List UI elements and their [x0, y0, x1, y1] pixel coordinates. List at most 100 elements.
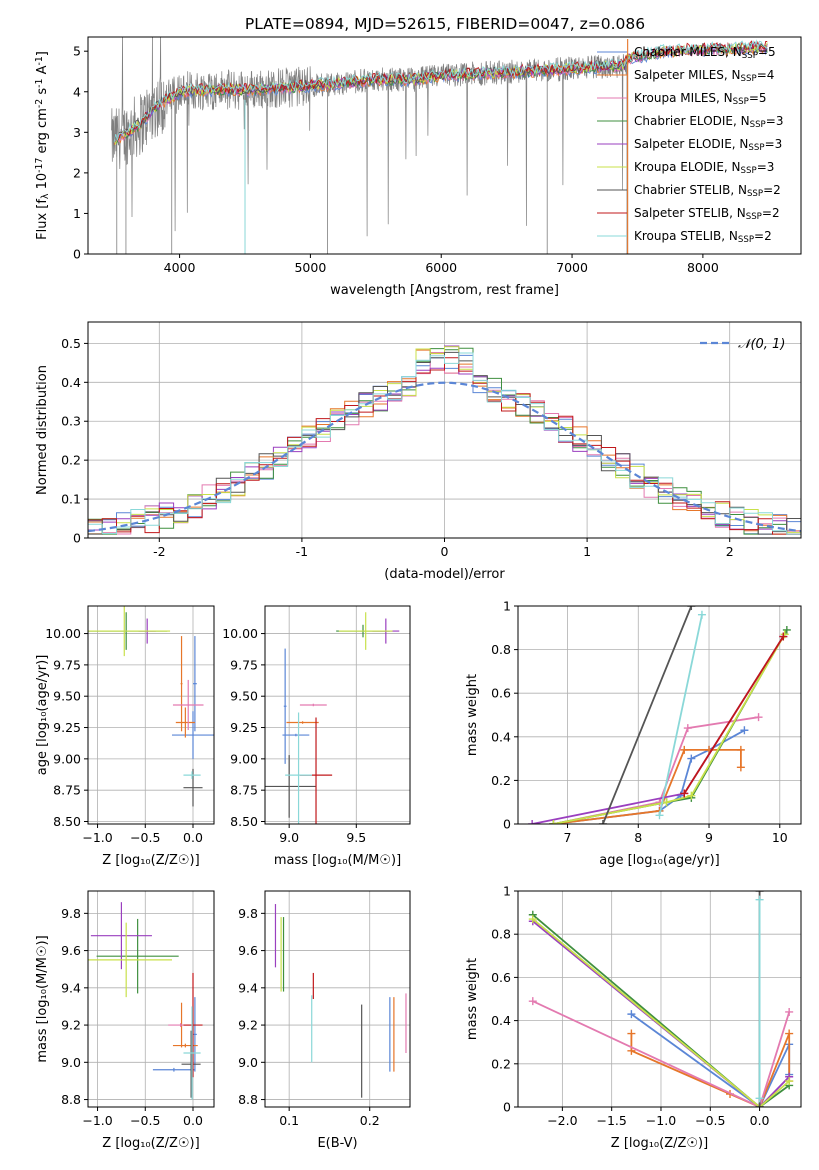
age-vs-Z-panel: −1.0 −0.5 0.0 8.50 8.75 9.00 9.25 9.50 9.75 10.00… [35, 605, 215, 868]
axes-frame [264, 605, 411, 825]
y-tick-label: 1 [73, 206, 81, 221]
axes-frame [264, 890, 411, 1108]
weight-marker [662, 798, 671, 807]
weight-marker [549, 820, 558, 824]
y-tick-label: 10.00 [222, 626, 258, 641]
weight-marker [779, 632, 788, 641]
weight-marker [754, 713, 763, 722]
y-tick-label: 0.4 [61, 375, 81, 390]
x-axis-label: Z [log₁₀(Z/Z☉)] [611, 1136, 708, 1151]
massweight-vs-Z-panel: −2.0 −1.5 −1.0 −0.5 0.0 0 0.2 0.4 0.6 0.8 1 Z [log₁… [465, 884, 802, 1151]
weight-marker [627, 1029, 636, 1038]
y-tick-label: 9.2 [61, 1018, 81, 1033]
errorbar-point [193, 636, 197, 732]
plot-area [88, 345, 801, 535]
spectrum-legend: Chabrier MILES, NSSP=5 Salpeter MILES, NS… [597, 45, 783, 245]
y-tick-label: 9.75 [230, 657, 258, 672]
y-tick-label: 4 [73, 84, 81, 99]
errorbar-point [88, 922, 172, 998]
weight-line-kroupa_elodie [553, 633, 786, 824]
x-tick-label: -2 [153, 544, 165, 559]
x-tick-label: 0.0 [183, 830, 203, 845]
errorbar-point [90, 902, 152, 970]
errorbar-point [181, 1030, 201, 1098]
y-tick-label: 8.75 [230, 783, 258, 798]
errorbar-point [88, 606, 171, 657]
plot-area [274, 904, 407, 1098]
x-tick-label: −2.0 [547, 1113, 577, 1128]
y-tick-label: 8.75 [53, 783, 81, 798]
y-tick-label: 5 [73, 44, 81, 59]
x-tick-label: −0.5 [130, 830, 160, 845]
x-tick-label: −0.5 [130, 1113, 160, 1128]
weight-marker [687, 791, 696, 800]
weight-marker [755, 1103, 764, 1107]
y-tick-label: 10.00 [45, 626, 81, 641]
y-tick-label: 8.8 [61, 1092, 81, 1107]
legend-entry: Salpeter ELODIE, NSSP=3 [634, 137, 782, 153]
y-axis-label: age [log₁₀(age/yr)] [35, 655, 50, 776]
x-tick-label: −1.0 [82, 1113, 112, 1128]
plot-area [528, 891, 794, 1107]
x-tick-label: 2 [726, 544, 734, 559]
axes-frame [87, 890, 215, 1108]
x-axis-label: Z [log₁₀(Z/Z☉)] [102, 1136, 199, 1151]
x-axis-label: wavelength [Angstrom, rest frame] [330, 283, 559, 298]
x-tick-label: −0.5 [695, 1113, 725, 1128]
y-tick-label: 0 [503, 1100, 511, 1115]
y-tick-label: 9.00 [230, 751, 258, 766]
legend-entry: Chabrier STELIB, NSSP=2 [634, 183, 781, 199]
y-tick-label: 0.6 [491, 686, 511, 701]
y-tick-label: 0.8 [491, 642, 511, 657]
x-axis-label: mass [log₁₀(M/M☉)] [274, 853, 401, 868]
axes-frame [517, 890, 802, 1108]
y-axis-label: Flux [fλ 10-17 erg cm-2 s-1 A-1] [34, 51, 51, 240]
x-tick-label: 9.0 [279, 830, 299, 845]
x-axis-label: age [log₁₀(age/yr)] [599, 853, 720, 868]
massweight-vs-age-panel: 7 8 9 10 0 0.2 0.4 0.6 0.8 1 age [log₁₀(age/yr)] ma… [465, 599, 802, 868]
weight-marker [785, 1007, 794, 1016]
y-tick-label: 9.50 [230, 689, 258, 704]
errorbar-point [265, 755, 317, 818]
legend-entry: Chabrier ELODIE, NSSP=3 [634, 114, 783, 130]
y-tick-label: 8.50 [53, 814, 81, 829]
y-tick-label: 9.6 [61, 943, 81, 958]
errorbar-point [285, 712, 312, 824]
errorbar-point [183, 972, 203, 1078]
model-spectrum-kroupa_stelib [113, 39, 768, 142]
model-spectrum-salpeter_stelib [113, 40, 768, 141]
errorbar-point [180, 636, 183, 732]
weight-line-kroupa_miles [532, 1000, 791, 1107]
y-tick-label: 0.5 [61, 336, 81, 351]
weight-marker [683, 724, 692, 733]
observed-spectrum [111, 37, 629, 237]
x-tick-label: 9 [705, 830, 713, 845]
errorbar-point [282, 733, 310, 737]
x-tick-label: 0.0 [750, 1113, 770, 1128]
errorbar-point [172, 1043, 198, 1048]
errorbar-point [183, 1006, 201, 1100]
y-axis-label: Normed distribution [35, 365, 50, 495]
plot-area [88, 902, 203, 1100]
x-tick-label: 0.2 [360, 1113, 380, 1128]
errorbar-point [172, 711, 214, 759]
weight-marker [528, 820, 537, 824]
weight-line-chabrier_elodie [532, 914, 790, 1107]
normal-curve [88, 381, 801, 533]
weight-line-salpeter_stelib [683, 636, 785, 794]
weight-line-salpeter_elodie [532, 920, 790, 1107]
legend-entry: Kroupa STELIB, NSSP=2 [634, 229, 772, 245]
y-axis-label: mass [log₁₀(M/M☉)] [35, 935, 50, 1062]
weight-marker [680, 745, 689, 754]
x-tick-label: 8000 [687, 260, 719, 275]
y-tick-label: 0.2 [491, 773, 511, 788]
errorbar-point [193, 997, 197, 1072]
y-tick-label: 8.8 [238, 1092, 258, 1107]
errorbar-point [96, 918, 179, 994]
y-tick-label: 9.25 [230, 720, 258, 735]
y-tick-label: 9.00 [53, 751, 81, 766]
plot-area [265, 612, 400, 824]
y-tick-label: 0.6 [491, 970, 511, 985]
x-tick-label: 1 [583, 544, 591, 559]
y-tick-label: 9.8 [61, 906, 81, 921]
